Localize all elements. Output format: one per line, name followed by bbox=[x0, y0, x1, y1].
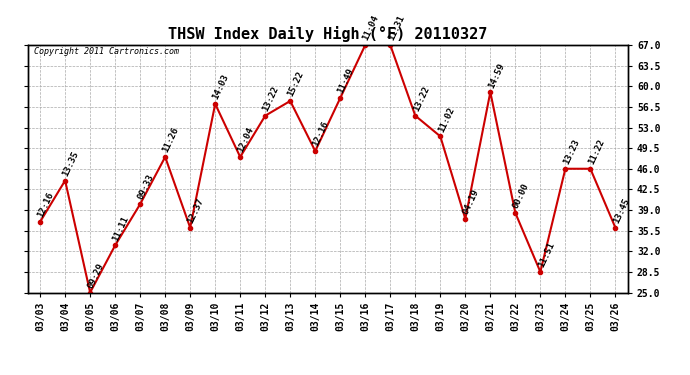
Text: 12:37: 12:37 bbox=[186, 197, 206, 225]
Text: 09:29: 09:29 bbox=[86, 261, 106, 290]
Text: 13:23: 13:23 bbox=[562, 138, 581, 166]
Text: 11:49: 11:49 bbox=[336, 67, 356, 95]
Text: 11:31: 11:31 bbox=[386, 14, 406, 42]
Text: 11:51: 11:51 bbox=[536, 241, 556, 269]
Text: 15:22: 15:22 bbox=[286, 70, 306, 98]
Text: Copyright 2011 Cartronics.com: Copyright 2011 Cartronics.com bbox=[34, 48, 179, 57]
Text: 13:45: 13:45 bbox=[611, 197, 631, 225]
Text: 04:19: 04:19 bbox=[462, 188, 481, 216]
Title: THSW Index Daily High (°F) 20110327: THSW Index Daily High (°F) 20110327 bbox=[168, 27, 487, 42]
Text: 12:16: 12:16 bbox=[36, 191, 56, 219]
Text: 11:02: 11:02 bbox=[436, 105, 456, 134]
Text: 13:35: 13:35 bbox=[61, 150, 81, 178]
Text: 11:04: 11:04 bbox=[362, 14, 381, 42]
Text: 09:33: 09:33 bbox=[136, 173, 156, 201]
Text: 00:00: 00:00 bbox=[511, 182, 531, 210]
Text: 14:59: 14:59 bbox=[486, 61, 506, 89]
Text: 14:03: 14:03 bbox=[211, 73, 230, 101]
Text: 13:22: 13:22 bbox=[262, 85, 281, 113]
Text: 11:26: 11:26 bbox=[161, 126, 181, 154]
Text: 12:04: 12:04 bbox=[236, 126, 256, 154]
Text: 12:16: 12:16 bbox=[311, 120, 331, 148]
Text: 11:22: 11:22 bbox=[586, 138, 606, 166]
Text: 11:11: 11:11 bbox=[111, 214, 130, 243]
Text: 13:22: 13:22 bbox=[411, 85, 431, 113]
